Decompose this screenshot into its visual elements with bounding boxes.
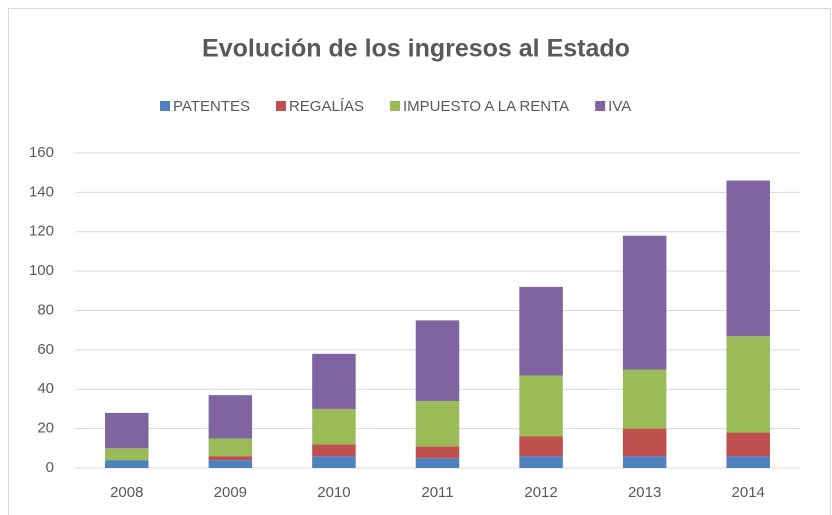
y-tick-label: 40 <box>37 380 54 397</box>
bar-segment <box>726 180 770 337</box>
legend-label: REGALÍAS <box>289 98 364 115</box>
y-tick-label: 0 <box>46 459 54 476</box>
chart-title: Evolución de los ingresos al Estado <box>202 35 630 63</box>
bar-segment <box>208 395 253 439</box>
y-tick-label: 120 <box>29 223 54 240</box>
x-tick-label: 2013 <box>628 484 661 501</box>
bar-segment <box>312 353 356 409</box>
bar-segment <box>415 446 460 459</box>
bar-segment <box>726 336 770 433</box>
bar-segment <box>622 369 667 429</box>
bar-segment <box>726 456 770 468</box>
bar-segment <box>726 432 770 457</box>
bar-segment <box>312 444 356 457</box>
legend-swatch <box>160 101 170 111</box>
legend-label: IVA <box>608 98 631 115</box>
x-tick-label: 2011 <box>421 484 453 501</box>
x-tick-label: 2010 <box>317 484 350 501</box>
bar-segment <box>415 458 460 468</box>
x-tick-label: 2008 <box>110 484 143 501</box>
legend-swatch <box>595 101 606 111</box>
x-tick-label: 2014 <box>732 484 765 501</box>
bar-segment <box>208 460 253 468</box>
bar-segment <box>415 320 460 402</box>
y-tick-label: 100 <box>29 262 54 279</box>
y-tick-label: 20 <box>37 420 54 437</box>
bar-segment <box>622 428 667 457</box>
bar-segment <box>208 456 253 461</box>
bar-segment <box>312 408 356 445</box>
bar-segment <box>415 401 460 447</box>
y-tick-label: 140 <box>29 183 54 200</box>
legend-swatch <box>275 101 286 111</box>
bar-segment <box>519 436 563 457</box>
bar-segment <box>519 456 563 468</box>
bar-segment <box>312 456 356 468</box>
bar-segment <box>105 448 149 461</box>
legend-swatch <box>390 101 400 111</box>
x-tick-label: 2009 <box>214 484 247 501</box>
legend-label: PATENTES <box>173 98 250 115</box>
bar-segment <box>622 235 667 370</box>
bar-segment <box>519 375 563 437</box>
bar-segment <box>105 460 149 468</box>
bar-segment <box>519 286 563 376</box>
x-tick-label: 2012 <box>524 484 557 501</box>
bar-segment <box>622 456 667 468</box>
legend-label: IMPUESTO A LA RENTA <box>403 98 569 115</box>
bar-segment <box>208 438 253 457</box>
bar-segment <box>105 412 149 449</box>
y-tick-label: 60 <box>37 341 54 358</box>
y-tick-label: 80 <box>37 301 54 318</box>
y-tick-label: 160 <box>29 144 54 161</box>
